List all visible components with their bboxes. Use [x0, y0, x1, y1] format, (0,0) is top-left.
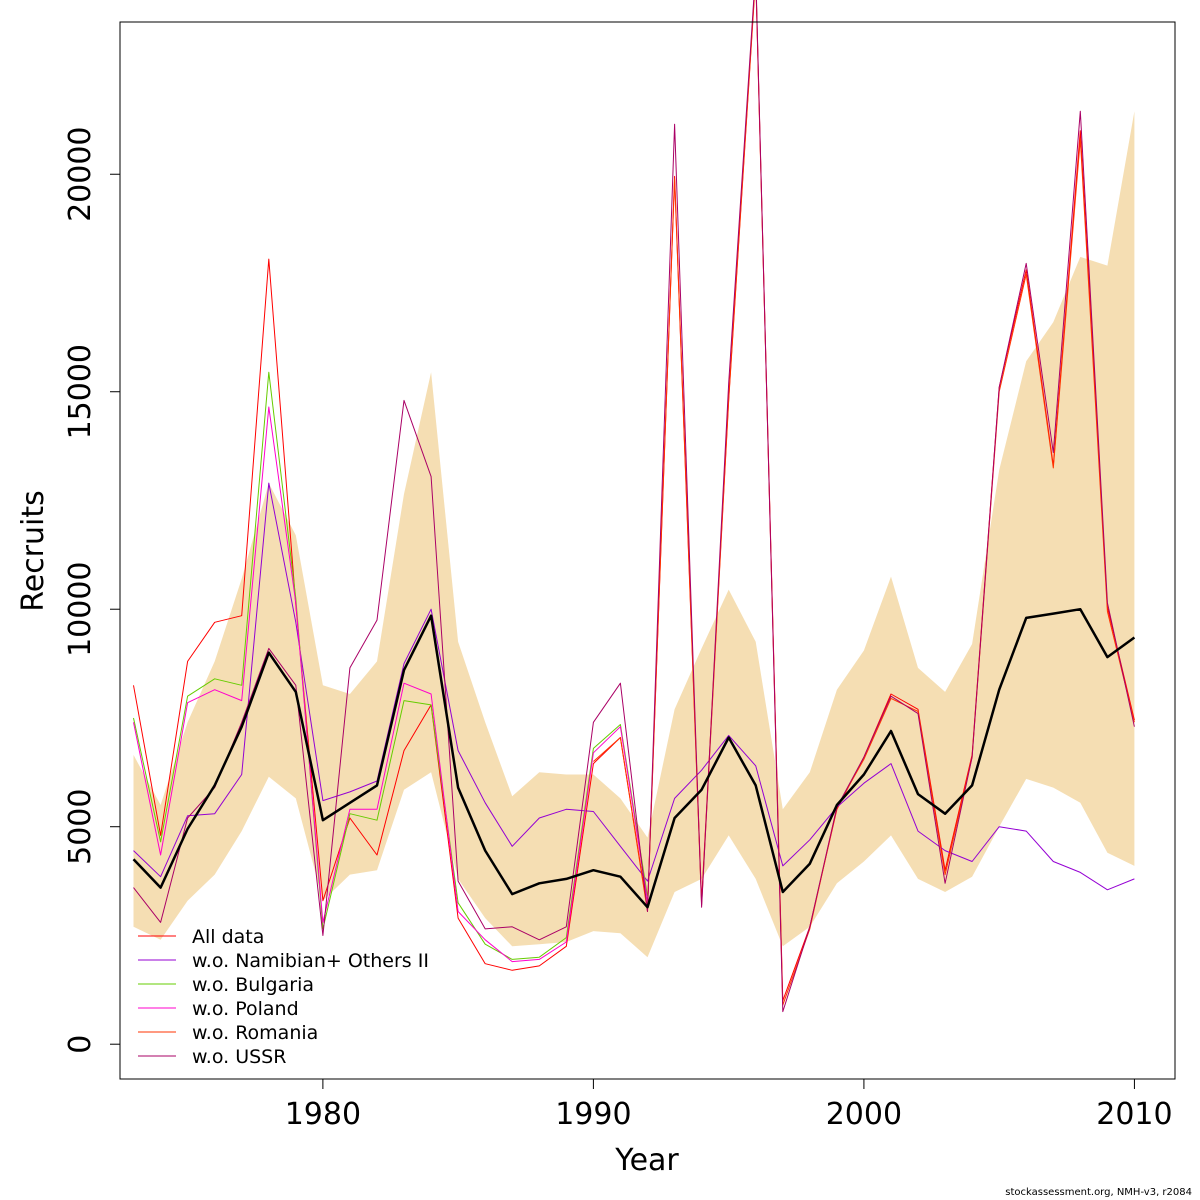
x-tick-label: 1980: [285, 1097, 361, 1132]
y-tick-label: 15000: [63, 344, 98, 439]
y-tick-label: 5000: [63, 789, 98, 865]
series-line-w-o-romania: [593, 0, 1135, 1006]
legend-label-w-o-romania: w.o. Romania: [192, 1022, 318, 1044]
x-axis-title: Year: [614, 1143, 679, 1178]
x-tick-label: 2000: [826, 1097, 902, 1132]
confidence-band: [133, 111, 1135, 958]
y-tick-label: 20000: [63, 126, 98, 221]
x-axis: 1980 1990 2000 2010: [285, 1078, 1173, 1132]
legend-label-w-o-bulgaria: w.o. Bulgaria: [192, 974, 314, 996]
series-layer: [132, 0, 1136, 1013]
legend-label-w-o-poland: w.o. Poland: [192, 998, 299, 1020]
confidence-band-layer: [133, 111, 1135, 958]
x-tick-label: 2010: [1096, 1097, 1172, 1132]
series-line-w-o-poland: [133, 406, 648, 963]
credit-text: stockassessment.org, NMH-v3, r2084: [1005, 1187, 1192, 1198]
series-line-w-o-bulgaria: [133, 371, 648, 960]
y-tick-label: 0: [63, 1035, 98, 1054]
x-tick-label: 1990: [555, 1097, 631, 1132]
series-line-estimate: [132, 607, 1136, 909]
y-tick-label: 10000: [63, 561, 98, 656]
y-axis: 0 5000 10000 15000 20000: [63, 126, 121, 1054]
y-axis-title: Recruits: [16, 490, 51, 612]
series-line-w-o-ussr: [133, 0, 1135, 1013]
legend-label-w-o-namibian-others-ii: w.o. Namibian+ Others II: [192, 950, 429, 972]
legend-label-all-data: All data: [192, 926, 264, 948]
legend-label-w-o-ussr: w.o. USSR: [192, 1046, 286, 1068]
